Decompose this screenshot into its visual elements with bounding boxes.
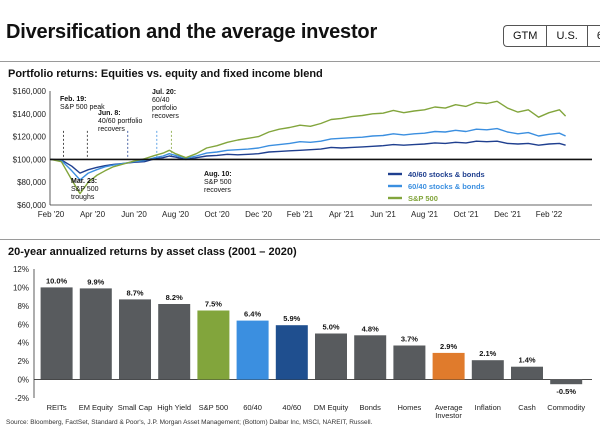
- bar-y-tick-label: 6%: [17, 320, 29, 329]
- gtm-tag: GTM: [504, 26, 548, 46]
- line-chart-title: Portfolio returns: Equities vs. equity a…: [8, 68, 323, 80]
- source-note: Source: Bloomberg, FactSet, Standard & P…: [6, 419, 373, 426]
- bar-category-label: DM Equity: [314, 403, 349, 412]
- bar-value-label: 5.9%: [283, 314, 300, 323]
- bar-category-label: Cash: [518, 403, 536, 412]
- bar-category-label: Inflation: [475, 403, 501, 412]
- bar-value-label: 8.7%: [126, 288, 143, 297]
- x-tick-label: Aug '21: [411, 210, 438, 219]
- gtm-tag-group: GTM U.S. 63: [503, 25, 600, 47]
- bar-y-tick-label: 2%: [17, 357, 29, 366]
- bar-value-label: -0.5%: [556, 387, 576, 396]
- bar-y-tick-label: 0%: [17, 376, 29, 385]
- x-tick-label: Oct '21: [453, 210, 479, 219]
- bar-y-tick-label: 10%: [13, 283, 29, 292]
- legend-label: 40/60 stocks & bonds: [408, 170, 485, 179]
- x-tick-label: Dec '21: [494, 210, 521, 219]
- bar-commodity: [550, 379, 583, 385]
- bar-value-label: 3.7%: [401, 335, 418, 344]
- bar-average-investor: [432, 352, 465, 380]
- annotation-mar23: Mar. 23: S&P 500 troughs: [71, 178, 99, 201]
- x-tick-label: Apr '20: [80, 210, 106, 219]
- header-divider: [0, 61, 600, 62]
- bar-40-60: [275, 325, 308, 380]
- bar-category-label: 40/60: [282, 403, 301, 412]
- x-tick-label: Jun '21: [370, 210, 396, 219]
- annotation-jul20: Jul. 20: 60/40 portfolio recovers: [152, 89, 179, 120]
- y-tick-label: $80,000: [17, 178, 46, 187]
- bar-y-tick-label: -2%: [15, 394, 29, 403]
- bar-small-cap: [119, 299, 151, 380]
- bar-category-label: Commodity: [547, 403, 585, 412]
- bar-y-tick-label: 12%: [13, 265, 29, 274]
- region-tag: U.S.: [547, 26, 588, 46]
- bar-reits: [40, 287, 73, 380]
- legend-label: 60/40 stocks & bonds: [408, 182, 485, 191]
- legend-label: S&P 500: [408, 194, 438, 203]
- bar-category-label: Small Cap: [118, 403, 153, 412]
- y-tick-label: $160,000: [13, 87, 47, 96]
- bar-em-equity: [79, 288, 112, 380]
- bar-category-label: Bonds: [360, 403, 382, 412]
- bar-value-label: 5.0%: [322, 323, 339, 332]
- bar-value-label: 10.0%: [46, 276, 68, 285]
- series-line-2: [50, 100, 567, 195]
- bar-value-label: 1.4%: [518, 356, 535, 365]
- x-tick-label: Aug '20: [162, 210, 189, 219]
- bar-chart-title: 20-year annualized returns by asset clas…: [8, 246, 297, 258]
- bar-category-label: Homes: [398, 403, 422, 412]
- annotation-jun8: Jun. 8: 40/60 portfolio recovers: [98, 110, 142, 133]
- page-title: Diversification and the average investor: [6, 21, 378, 43]
- bar-value-label: 6.4%: [244, 310, 261, 319]
- bar-category-label: High Yield: [157, 403, 191, 412]
- y-tick-label: $140,000: [13, 110, 47, 119]
- bar-y-tick-label: 8%: [17, 302, 29, 311]
- bar-value-label: 2.1%: [479, 349, 496, 358]
- bar-60-40: [236, 320, 269, 380]
- bar-value-label: 8.2%: [166, 293, 183, 302]
- bar-value-label: 4.8%: [362, 324, 379, 333]
- bar-category-label: 60/40: [243, 403, 262, 412]
- bar-bonds: [354, 335, 387, 380]
- page-number-tag: 63: [588, 26, 600, 46]
- x-tick-label: Feb '21: [287, 210, 314, 219]
- bar-high-yield: [158, 304, 191, 380]
- bar-value-label: 2.9%: [440, 342, 457, 351]
- bar-homes: [393, 345, 426, 380]
- bar-s-p-500: [197, 310, 230, 380]
- y-tick-label: $120,000: [13, 133, 47, 142]
- y-tick-label: $60,000: [17, 201, 46, 210]
- annotation-aug10: Aug. 10: S&P 500 recovers: [204, 171, 232, 194]
- x-tick-label: Feb '22: [536, 210, 563, 219]
- bar-value-label: 9.9%: [87, 277, 104, 286]
- annotation-feb19: Feb. 19: S&P 500 peak: [60, 96, 105, 111]
- x-tick-label: Dec '20: [245, 210, 272, 219]
- bar-category-label: Average Investor: [435, 403, 463, 420]
- y-tick-label: $100,000: [13, 155, 47, 164]
- bar-dm-equity: [315, 333, 347, 380]
- bar-value-label: 7.5%: [205, 300, 222, 309]
- bar-category-label: EM Equity: [79, 403, 113, 412]
- x-tick-label: Apr '21: [329, 210, 355, 219]
- section-divider: [0, 239, 600, 240]
- bar-inflation: [471, 360, 504, 380]
- bar-cash: [511, 366, 543, 380]
- bar-y-tick-label: 4%: [17, 339, 29, 348]
- x-tick-label: Jun '20: [121, 210, 147, 219]
- bar-category-label: REITs: [47, 403, 67, 412]
- x-tick-label: Feb '20: [38, 210, 65, 219]
- x-tick-label: Oct '20: [204, 210, 230, 219]
- bar-category-label: S&P 500: [199, 403, 228, 412]
